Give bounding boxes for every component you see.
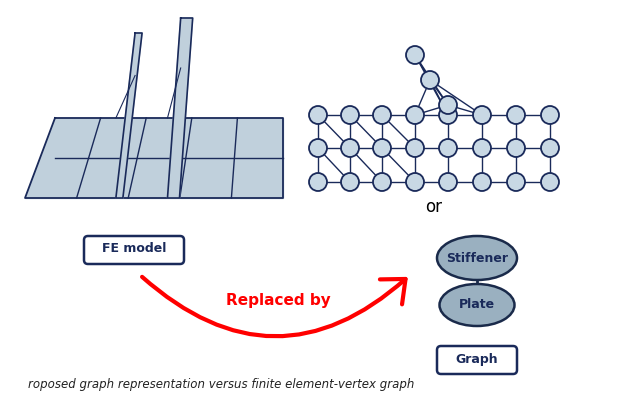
Circle shape	[473, 173, 491, 191]
Circle shape	[406, 139, 424, 157]
Circle shape	[406, 46, 424, 64]
FancyBboxPatch shape	[437, 346, 517, 374]
Circle shape	[541, 173, 559, 191]
Circle shape	[373, 106, 391, 124]
Circle shape	[507, 106, 525, 124]
Polygon shape	[168, 18, 193, 198]
Text: Graph: Graph	[456, 352, 499, 365]
Circle shape	[309, 106, 327, 124]
Circle shape	[341, 173, 359, 191]
Polygon shape	[116, 33, 142, 198]
Circle shape	[439, 139, 457, 157]
Polygon shape	[25, 118, 283, 198]
Circle shape	[439, 106, 457, 124]
Circle shape	[507, 139, 525, 157]
Text: roposed graph representation versus finite element-vertex graph: roposed graph representation versus fini…	[28, 378, 414, 391]
Circle shape	[341, 139, 359, 157]
Circle shape	[373, 139, 391, 157]
Circle shape	[541, 139, 559, 157]
Circle shape	[473, 106, 491, 124]
Circle shape	[507, 173, 525, 191]
FancyArrowPatch shape	[142, 277, 406, 336]
Text: or: or	[426, 198, 442, 216]
Circle shape	[439, 96, 457, 114]
Ellipse shape	[437, 236, 517, 280]
Circle shape	[309, 173, 327, 191]
Text: FE model: FE model	[102, 243, 166, 255]
FancyBboxPatch shape	[84, 236, 184, 264]
Circle shape	[406, 106, 424, 124]
Circle shape	[439, 173, 457, 191]
Circle shape	[341, 106, 359, 124]
Text: Replaced by: Replaced by	[226, 292, 330, 308]
Circle shape	[373, 173, 391, 191]
Circle shape	[421, 71, 439, 89]
Circle shape	[309, 139, 327, 157]
Circle shape	[473, 139, 491, 157]
Circle shape	[406, 173, 424, 191]
Ellipse shape	[440, 284, 515, 326]
Text: Plate: Plate	[459, 298, 495, 312]
Text: Stiffener: Stiffener	[446, 251, 508, 265]
Circle shape	[541, 106, 559, 124]
